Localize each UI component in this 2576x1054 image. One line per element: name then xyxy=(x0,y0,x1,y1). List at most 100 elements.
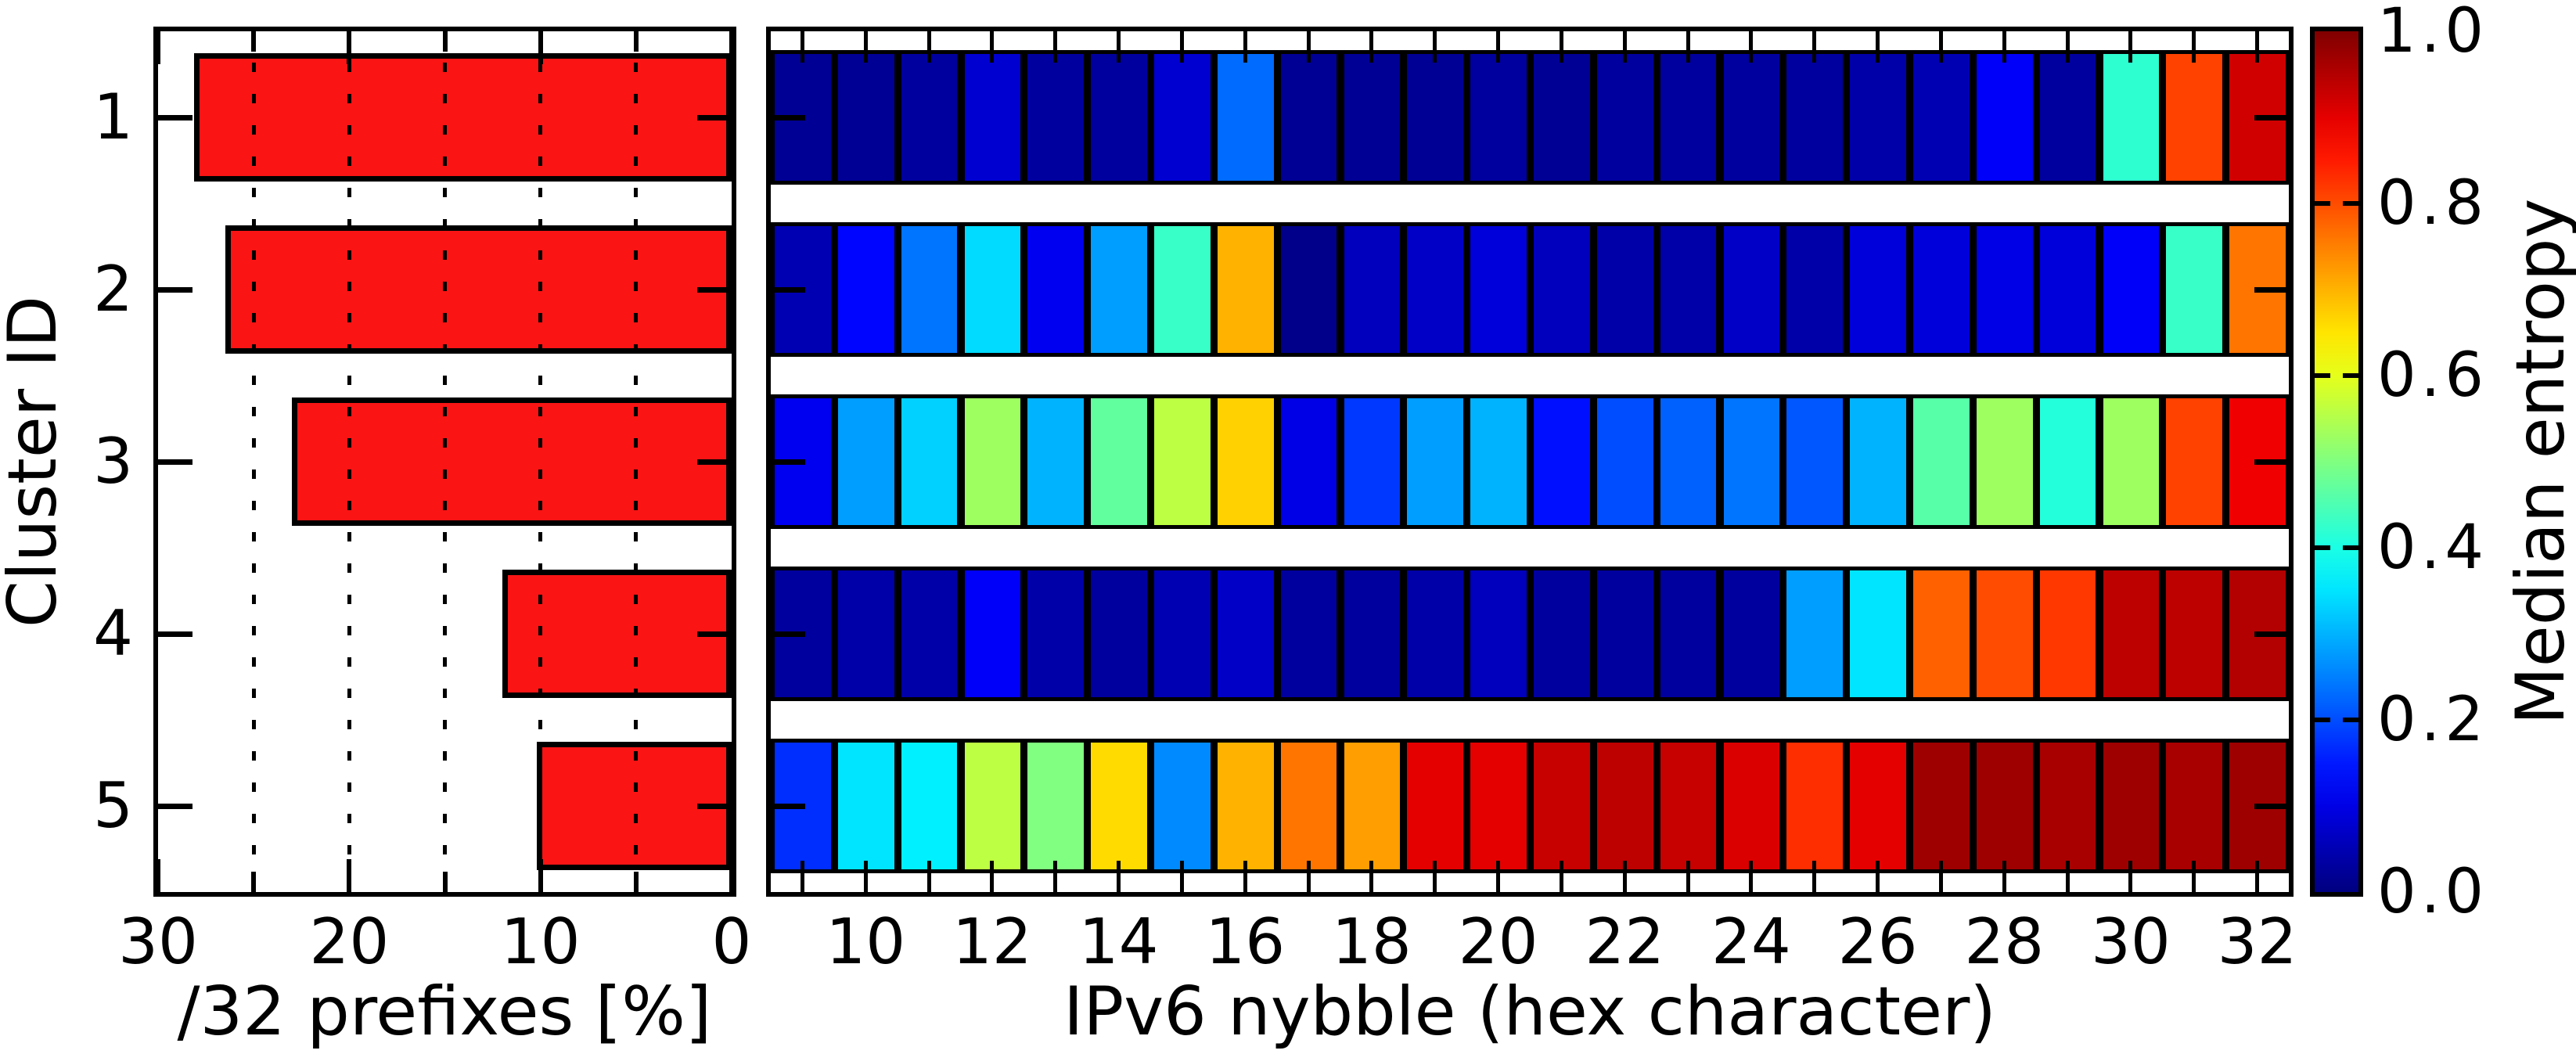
heatmap-x-tick-bottom xyxy=(2255,861,2260,892)
heatmap-cell-c1-n20 xyxy=(1466,50,1531,185)
heatmap-x-tick-top xyxy=(2002,31,2006,63)
heatmap-cell-c3-n28 xyxy=(1972,394,2037,529)
bar-chart-frame xyxy=(153,27,736,897)
heatmap-cell-c3-n10 xyxy=(833,394,898,529)
heatmap-cell-c4-n24 xyxy=(1719,567,1784,701)
heatmap-x-tick-top xyxy=(1559,31,1563,63)
heatmap-x-tick-top xyxy=(2255,31,2260,63)
heatmap-cell-c1-n26 xyxy=(1846,50,1910,185)
heatmap-y-tick-left xyxy=(771,459,805,465)
heatmap-x-tick-top xyxy=(990,31,995,63)
heatmap-cell-c3-n17 xyxy=(1276,394,1341,529)
bar-x-tick-label: 0 xyxy=(711,905,752,978)
colorbar-tick-right xyxy=(2343,373,2358,378)
colorbar-tick-label: 1.0 xyxy=(2377,0,2489,67)
heatmap-y-tick-right xyxy=(2254,286,2289,293)
heatmap-cell-c5-n13 xyxy=(1024,739,1088,873)
heatmap-cell-c1-n15 xyxy=(1150,50,1214,185)
bar-y-tick-left xyxy=(158,631,192,637)
heatmap-cell-c3-n21 xyxy=(1530,394,1594,529)
heatmap-cell-c3-n19 xyxy=(1403,394,1468,529)
heatmap-cell-c3-n12 xyxy=(960,394,1025,529)
colorbar-tick-left xyxy=(2315,545,2330,550)
heatmap-cell-c3-n29 xyxy=(2035,394,2100,529)
heatmap-cell-c5-n22 xyxy=(1592,739,1657,873)
heatmap-cell-c3-n26 xyxy=(1846,394,1910,529)
heatmap-cell-c1-n24 xyxy=(1719,50,1784,185)
heatmap-x-tick-bottom xyxy=(1179,861,1184,892)
heatmap-cell-c1-n31 xyxy=(2162,50,2227,185)
cluster-id-tick-label: 2 xyxy=(93,253,133,326)
colorbar-gradient xyxy=(2315,31,2358,892)
heatmap-cell-c1-n28 xyxy=(1972,50,2037,185)
heatmap-cell-c3-n30 xyxy=(2099,394,2164,529)
bar-x-tick-label: 10 xyxy=(500,905,581,978)
heatmap-x-tick-bottom xyxy=(1686,861,1690,892)
heatmap-x-tick-bottom xyxy=(1938,861,1943,892)
heatmap-cell-c4-n14 xyxy=(1087,567,1151,701)
bar-x-tick-bottom xyxy=(251,872,257,892)
bar-x-tick-bottom xyxy=(538,859,543,892)
heatmap-cell-c5-n30 xyxy=(2099,739,2164,873)
bar-chart-xlabel: /32 prefixes [%] xyxy=(177,973,712,1051)
heatmap-cell-c2-n30 xyxy=(2099,222,2164,357)
bar-y-tick-right xyxy=(697,459,732,465)
heatmap-x-tick-label: 28 xyxy=(1964,905,2045,978)
heatmap-x-tick-top xyxy=(1749,31,1754,63)
heatmap-x-tick-label: 24 xyxy=(1711,905,1791,978)
heatmap-cell-c5-n19 xyxy=(1403,739,1468,873)
heatmap-cell-c2-n19 xyxy=(1403,222,1468,357)
heatmap-cell-c4-n10 xyxy=(833,567,898,701)
colorbar-tick-left xyxy=(2315,373,2330,378)
heatmap-x-tick-top xyxy=(1686,31,1690,63)
heatmap-cell-c3-n25 xyxy=(1783,394,1847,529)
heatmap-y-tick-left xyxy=(771,114,805,121)
heatmap-cell-c1-n19 xyxy=(1403,50,1468,185)
heatmap-cell-c1-n10 xyxy=(833,50,898,185)
heatmap-cell-c2-n28 xyxy=(1972,222,2037,357)
heatmap-cell-c3-n15 xyxy=(1150,394,1214,529)
bar-cluster-2 xyxy=(225,225,732,354)
heatmap-x-tick-top xyxy=(1812,31,1817,63)
colorbar-tick-label: 0.4 xyxy=(2377,513,2489,583)
bar-y-tick-right xyxy=(697,286,732,293)
bar-x-tick-top xyxy=(442,31,448,52)
heatmap-x-tick-bottom xyxy=(2128,861,2133,892)
heatmap-cell-c2-n25 xyxy=(1783,222,1847,357)
heatmap-x-tick-label: 26 xyxy=(1837,905,1918,978)
heatmap-cell-c4-n29 xyxy=(2035,567,2100,701)
heatmap-cell-c2-n16 xyxy=(1213,222,1278,357)
cluster-id-tick-label: 1 xyxy=(93,81,133,153)
heatmap-cell-c4-n23 xyxy=(1656,567,1721,701)
heatmap-cell-c1-n25 xyxy=(1783,50,1847,185)
colorbar-tick-label: 0.8 xyxy=(2377,168,2489,239)
heatmap-x-tick-top xyxy=(1433,31,1437,63)
heatmap-y-tick-right xyxy=(2254,114,2289,121)
heatmap-x-tick-top xyxy=(1053,31,1058,63)
heatmap-x-tick-label: 32 xyxy=(2217,905,2297,978)
heatmap-cell-c2-n27 xyxy=(1909,222,1973,357)
heatmap-cell-c1-n21 xyxy=(1530,50,1594,185)
heatmap-cell-c4-n13 xyxy=(1024,567,1088,701)
heatmap-cell-c2-n22 xyxy=(1592,222,1657,357)
heatmap-x-tick-bottom xyxy=(1496,861,1501,892)
cluster-id-tick-label: 3 xyxy=(93,425,133,498)
heatmap-x-tick-bottom xyxy=(800,861,804,892)
heatmap-cell-c3-n31 xyxy=(2162,394,2227,529)
bar-x-tick-top xyxy=(729,31,734,64)
heatmap-x-tick-top xyxy=(1117,31,1121,63)
heatmap-cell-c1-n12 xyxy=(960,50,1025,185)
heatmap-cell-c5-n25 xyxy=(1783,739,1847,873)
heatmap-cell-c4-n28 xyxy=(1972,567,2037,701)
heatmap-x-tick-label: 22 xyxy=(1585,905,1665,978)
colorbar-tick-label: 0.6 xyxy=(2377,340,2489,411)
heatmap-y-tick-right xyxy=(2254,459,2289,465)
heatmap-cell-c3-n20 xyxy=(1466,394,1531,529)
heatmap-cell-c1-n30 xyxy=(2099,50,2164,185)
bar-x-tick-top xyxy=(347,31,352,64)
gridline-25 xyxy=(251,31,256,892)
bar-x-tick-bottom xyxy=(347,859,352,892)
heatmap-x-tick-bottom xyxy=(1433,861,1437,892)
heatmap-x-tick-top xyxy=(926,31,931,63)
heatmap-cell-c2-n31 xyxy=(2162,222,2227,357)
